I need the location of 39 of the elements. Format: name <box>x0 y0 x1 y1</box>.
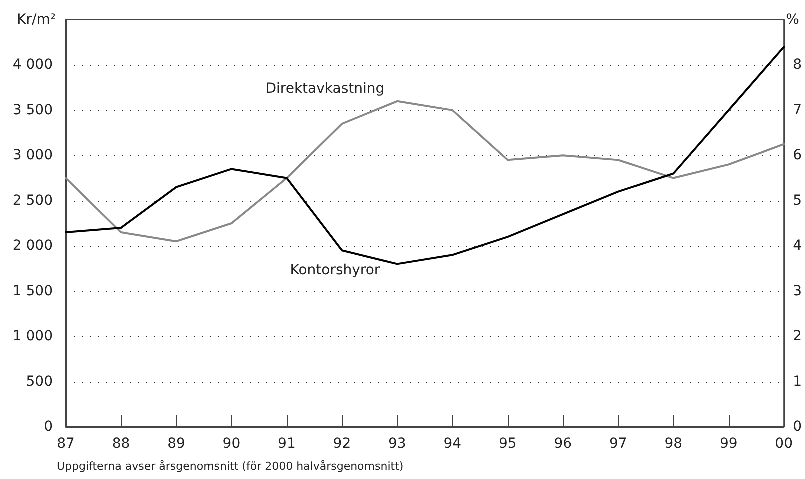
y-tick-label: 500 <box>26 374 53 390</box>
y-tick-label: 1 500 <box>12 283 53 300</box>
x-tick-label: 00 <box>775 436 794 452</box>
y2-tick-label: 1 <box>793 374 802 390</box>
y-tick-label: 0 <box>44 419 53 435</box>
x-tick-label: 90 <box>222 436 241 452</box>
x-tick-label: 93 <box>388 436 406 452</box>
text: Uppgifterna avser årsgenomsnitt (för 2000 halvårsgenomsnitt) <box>57 460 404 473</box>
x-tick-label: 98 <box>664 436 683 452</box>
y2-tick-label: 6 <box>793 148 802 164</box>
y-tick-label: 4 000 <box>12 57 53 74</box>
y-tick-label: 3 500 <box>12 102 53 118</box>
y2-tick-label: 7 <box>793 102 802 118</box>
x-tick-label: 95 <box>498 436 517 452</box>
series-label: Direktavkastning <box>266 81 385 98</box>
series-label: Kontorshyror <box>290 262 380 279</box>
y-tick-label: 2 500 <box>12 192 53 209</box>
y-axis-title: Kr/m² <box>17 12 56 28</box>
y-tick-label: 2 000 <box>12 238 53 254</box>
y-tick-label: 1 000 <box>12 328 53 345</box>
y2-tick-label: 4 <box>793 238 802 254</box>
y2-tick-label: 8 <box>793 57 802 74</box>
x-tick-label: 87 <box>57 436 75 452</box>
x-tick-label: 96 <box>554 436 572 452</box>
x-tick-label: 99 <box>720 436 738 452</box>
x-tick-label: 92 <box>333 436 352 452</box>
y2-tick-label: 2 <box>793 328 802 345</box>
x-tick-label: 94 <box>444 436 462 452</box>
x-tick-label: 97 <box>609 436 628 452</box>
line-series <box>65 46 786 266</box>
y2-tick-label: 0 <box>793 419 802 435</box>
x-tick-label: 88 <box>112 436 130 452</box>
line-series <box>65 100 786 243</box>
y-tick-label: 3 000 <box>12 148 53 164</box>
x-tick-label: 89 <box>168 436 186 452</box>
y2-tick-label: 5 <box>793 192 802 209</box>
y2-tick-label: 3 <box>793 283 802 300</box>
x-tick-label: 91 <box>278 436 296 452</box>
y2-axis-title: % <box>786 12 800 28</box>
